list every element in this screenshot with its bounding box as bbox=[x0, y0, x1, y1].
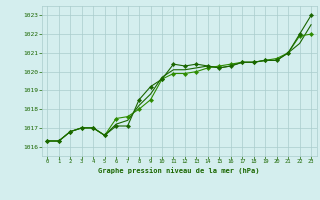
X-axis label: Graphe pression niveau de la mer (hPa): Graphe pression niveau de la mer (hPa) bbox=[99, 167, 260, 174]
